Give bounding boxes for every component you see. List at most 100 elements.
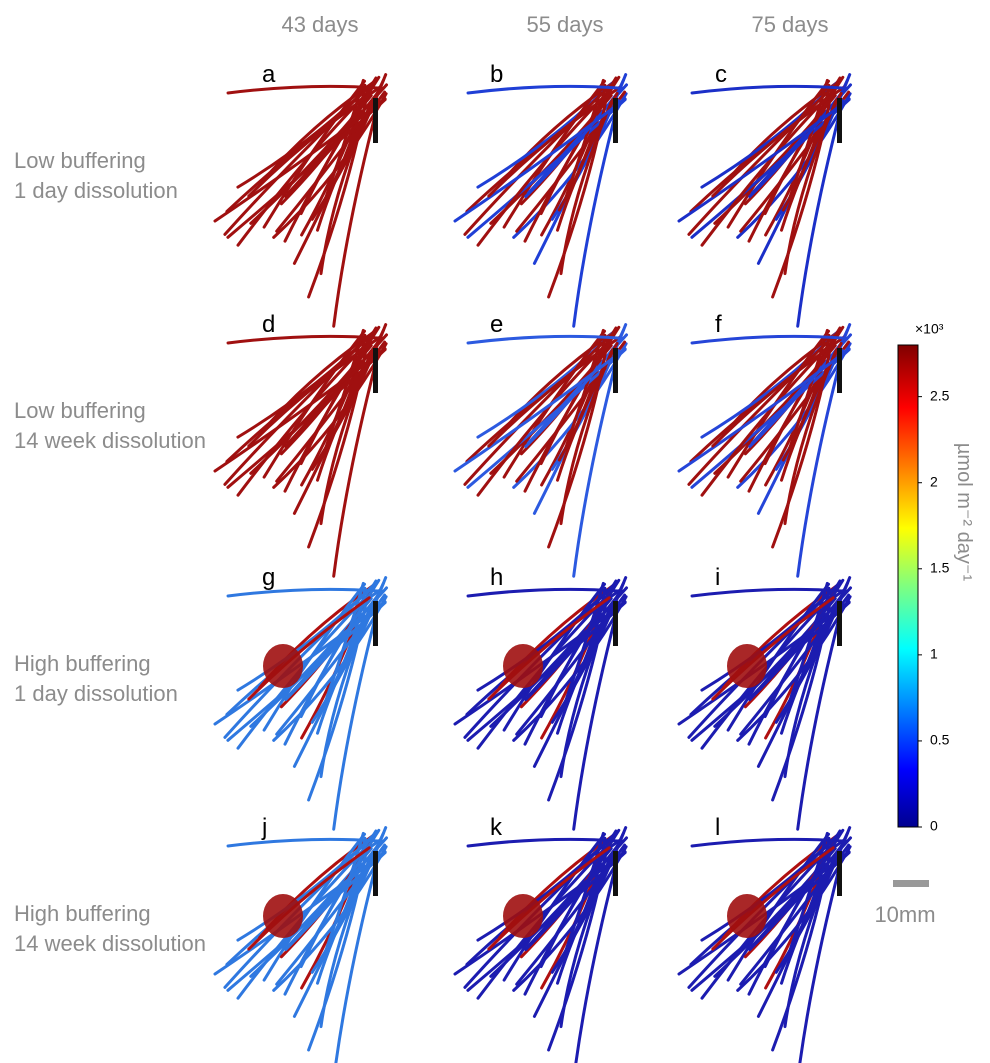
root <box>771 602 832 802</box>
row-label: 1 day dissolution <box>14 681 178 706</box>
panel-letter: c <box>715 61 727 88</box>
root <box>722 81 838 187</box>
root <box>788 78 829 200</box>
root <box>564 78 605 200</box>
root <box>213 97 387 223</box>
root-system <box>677 576 852 831</box>
root <box>247 596 371 701</box>
root <box>788 831 829 953</box>
root-stub <box>613 98 618 143</box>
column-header: 55 days <box>526 12 603 37</box>
root <box>466 98 627 239</box>
root <box>466 601 627 742</box>
root-stub <box>613 851 618 896</box>
root <box>487 93 611 198</box>
root <box>564 328 605 450</box>
root <box>307 99 368 299</box>
root-hotspot <box>727 894 767 938</box>
colorbar-tick-label: 2.5 <box>930 387 950 403</box>
root <box>780 341 843 482</box>
root <box>213 850 387 976</box>
panel-letter: k <box>490 814 503 841</box>
column-header: 75 days <box>751 12 828 37</box>
root <box>332 99 381 328</box>
root <box>788 328 829 450</box>
root <box>700 94 830 247</box>
root <box>213 347 387 473</box>
root <box>466 84 620 95</box>
colorbar-tick-label: 2 <box>930 473 938 489</box>
root-panels <box>213 73 852 1063</box>
root <box>247 93 371 198</box>
root <box>788 581 829 703</box>
root <box>226 837 380 848</box>
root <box>796 349 845 578</box>
root <box>466 851 627 992</box>
root <box>690 601 851 742</box>
root <box>771 852 832 1052</box>
root-system <box>453 576 628 831</box>
root <box>453 850 627 976</box>
root-system <box>677 73 852 328</box>
root <box>771 99 832 299</box>
scale-bar-label: 10mm <box>874 902 935 927</box>
root <box>334 852 381 1063</box>
colorbar-tick-label: 0.5 <box>930 732 950 748</box>
root <box>332 602 381 831</box>
root-system <box>453 73 628 328</box>
root <box>687 83 837 236</box>
root <box>236 344 366 497</box>
root <box>690 334 844 345</box>
root <box>564 581 605 703</box>
root <box>226 348 387 489</box>
row-label: 14 week dissolution <box>14 428 206 453</box>
root <box>223 333 373 486</box>
panel-letter: f <box>715 311 722 338</box>
root <box>258 81 374 187</box>
root <box>487 596 611 701</box>
root-system <box>213 323 388 578</box>
colorbar-multiplier: ×10³ <box>915 321 944 337</box>
root-stub <box>373 348 378 393</box>
row-label: 1 day dissolution <box>14 178 178 203</box>
root-stub <box>837 98 842 143</box>
panel-letter: l <box>715 814 720 841</box>
root <box>324 581 365 703</box>
root <box>463 333 613 486</box>
root-stub <box>373 601 378 646</box>
root-stub <box>613 601 618 646</box>
root-hotspot <box>503 894 543 938</box>
root <box>690 98 851 239</box>
root <box>498 81 614 187</box>
row-label: High buffering <box>14 651 151 676</box>
root <box>466 348 627 489</box>
root <box>574 852 621 1063</box>
colorbar-tick-label: 1 <box>930 646 938 662</box>
root <box>316 341 379 482</box>
root <box>316 594 379 735</box>
root-hotspot <box>263 894 303 938</box>
root-stub <box>837 601 842 646</box>
root <box>677 97 851 223</box>
root <box>258 331 374 437</box>
root <box>690 348 851 489</box>
panel-letter: a <box>262 61 276 88</box>
root <box>687 333 837 486</box>
root-system <box>677 826 852 1063</box>
root <box>547 602 608 802</box>
root <box>226 334 380 345</box>
root-stub <box>613 348 618 393</box>
root <box>226 98 387 239</box>
panel-letter: b <box>490 61 503 88</box>
root <box>476 94 606 247</box>
panel-letter: j <box>261 814 267 841</box>
panel-letter: g <box>262 564 275 591</box>
root <box>226 851 387 992</box>
root <box>476 344 606 497</box>
root <box>711 93 835 198</box>
root <box>226 601 387 742</box>
root <box>466 334 620 345</box>
root <box>690 84 844 95</box>
root <box>690 587 844 598</box>
